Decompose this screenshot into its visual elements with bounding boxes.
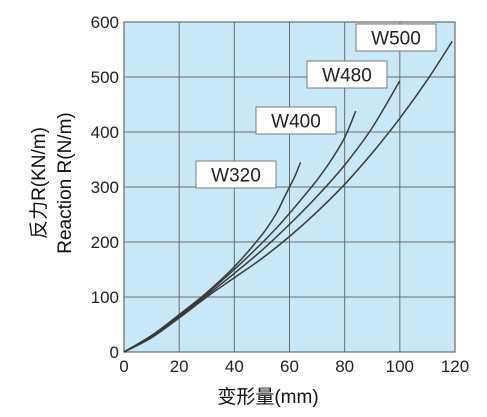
x-tick-label-80: 80 [335,357,354,376]
series-line-w400 [123,110,357,353]
x-tick-label-20: 20 [170,357,189,376]
series-label-w500: W500 [371,29,421,50]
series-label-w320: W320 [211,166,261,187]
series-line-w500 [123,40,453,353]
y-axis-title-en: Reaction R(N/m) [55,112,76,253]
series-labels: W320 W400 W480 W500 [195,23,437,189]
y-axis-title-cn: 反力R(KN/m) [28,127,50,239]
tick-labels: 0 20 40 60 80 100 120 0 100 200 300 400 500 600 [91,13,470,376]
series-label-box-w400 [255,106,337,135]
curves [123,40,453,353]
x-tick-label-120: 120 [441,357,469,376]
series-label-w400: W400 [271,112,321,133]
series-label-box-w320 [195,160,277,189]
x-tick-label-60: 60 [280,357,299,376]
y-tick-label-0: 0 [110,343,119,362]
x-tick-label-0: 0 [119,357,128,376]
y-tick-label-400: 400 [91,123,119,142]
x-axis-title: 变形量(mm) [217,386,318,408]
y-tick-label-300: 300 [91,178,119,197]
series-line-w480 [123,80,401,353]
y-tick-label-600: 600 [91,13,119,32]
x-tick-label-100: 100 [386,357,414,376]
series-label-box-w480 [306,60,388,89]
series-label-w480: W480 [322,66,372,87]
x-tick-label-40: 40 [225,357,244,376]
y-tick-label-100: 100 [91,288,119,307]
y-tick-label-200: 200 [91,233,119,252]
series-label-box-w500 [355,23,437,52]
y-tick-label-500: 500 [91,68,119,87]
